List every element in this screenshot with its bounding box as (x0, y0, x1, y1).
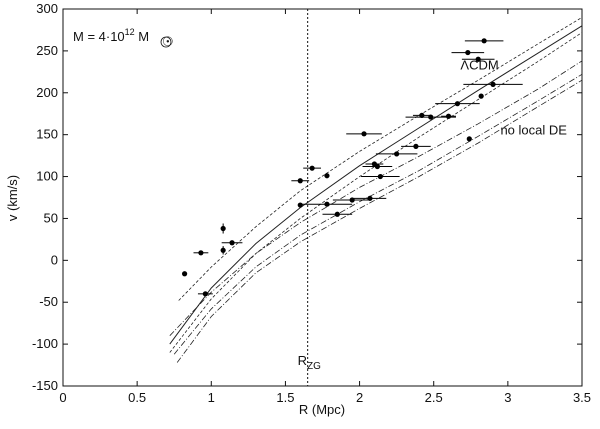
y-axis-ticks: -150 -100 -50 0 50 100 150 200 250 300 (32, 1, 582, 393)
data-point (466, 136, 472, 142)
data-point (377, 173, 383, 180)
data-points (181, 38, 523, 297)
data-point (297, 178, 303, 184)
x-axis-label: R (Mpc) (299, 402, 345, 417)
y-tick-label: 150 (36, 127, 58, 142)
x-tick-label: 1.5 (276, 390, 294, 405)
y-tick-label: -50 (39, 294, 58, 309)
zero-gravity-radius-label: RZG (298, 353, 321, 372)
model-curve (173, 73, 583, 355)
y-tick-label: 100 (36, 169, 58, 184)
rzg-label-main: R (298, 353, 307, 368)
lcdm-annotation: ΛCDM (460, 57, 498, 72)
data-point (309, 165, 315, 171)
mass-label: M = 4·1012 M ☉ (73, 27, 174, 49)
data-point (324, 173, 330, 179)
y-tick-label: 200 (36, 85, 58, 100)
data-point (454, 101, 461, 107)
y-tick-label: 300 (36, 1, 58, 16)
model-curve (169, 25, 583, 345)
data-point (220, 247, 226, 253)
mass-label-exponent: 12 (125, 27, 135, 37)
data-point (374, 163, 380, 170)
x-axis-ticks: 0 0.5 1 1.5 2 2.5 3 3.5 (59, 9, 591, 405)
data-point (478, 93, 484, 99)
y-tick-label: -100 (32, 336, 58, 351)
sun-symbol-ring (160, 36, 172, 48)
model-curve (169, 32, 583, 353)
data-point (361, 131, 367, 137)
x-tick-label: 0 (59, 390, 66, 405)
data-point (181, 271, 188, 277)
y-tick-label: 50 (44, 210, 58, 225)
data-point (428, 114, 434, 120)
data-point (349, 197, 355, 203)
model-curve (169, 60, 583, 336)
mass-label-prefix: M = 4·10 (73, 29, 125, 44)
x-tick-label: 3.5 (573, 390, 591, 405)
no-local-de-annotation: no local DE (500, 123, 567, 138)
svg-text:M = 4·1012 M: M = 4·1012 M (73, 27, 149, 44)
model-curve (178, 17, 583, 301)
data-point (202, 291, 208, 297)
plot-frame (62, 8, 583, 387)
x-tick-label: 1 (208, 390, 215, 405)
data-point (198, 250, 204, 256)
data-point (475, 56, 481, 62)
y-axis-label: v (km/s) (5, 175, 20, 221)
x-tick-label: 2.5 (425, 390, 443, 405)
data-point (220, 225, 226, 232)
data-point (445, 113, 452, 119)
rzg-label-sub: ZG (307, 361, 321, 372)
data-point (334, 211, 340, 217)
x-tick-label: 2 (356, 390, 363, 405)
mass-label-unit: M (135, 29, 149, 44)
data-point (229, 240, 235, 246)
data-point (324, 201, 330, 207)
x-tick-label: 3 (504, 390, 511, 405)
y-tick-label: -150 (32, 378, 58, 393)
sun-symbol: ☉ (162, 34, 174, 49)
data-point (481, 38, 487, 44)
data-point (297, 202, 303, 208)
model-curve (176, 79, 583, 363)
data-point (413, 143, 419, 149)
data-point (394, 151, 400, 157)
data-point (465, 49, 471, 56)
data-point (490, 81, 496, 87)
model-curves (169, 17, 583, 363)
y-tick-label: 0 (51, 252, 58, 267)
y-tick-label: 250 (36, 43, 58, 58)
data-point (367, 195, 373, 201)
x-tick-label: 0.5 (128, 390, 146, 405)
